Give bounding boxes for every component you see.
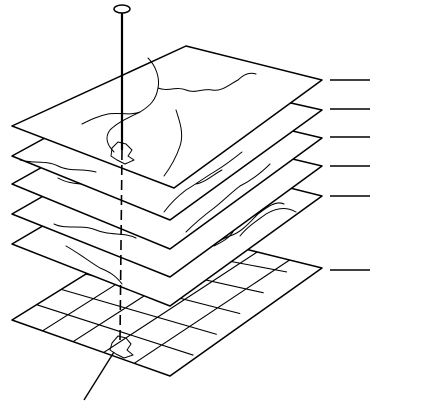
- leader-lines: [330, 79, 370, 271]
- bottom-pointer: [83, 351, 115, 401]
- layer-boundaries: [11, 45, 323, 189]
- pin: [113, 4, 131, 341]
- grid-highlight-region: [109, 335, 134, 359]
